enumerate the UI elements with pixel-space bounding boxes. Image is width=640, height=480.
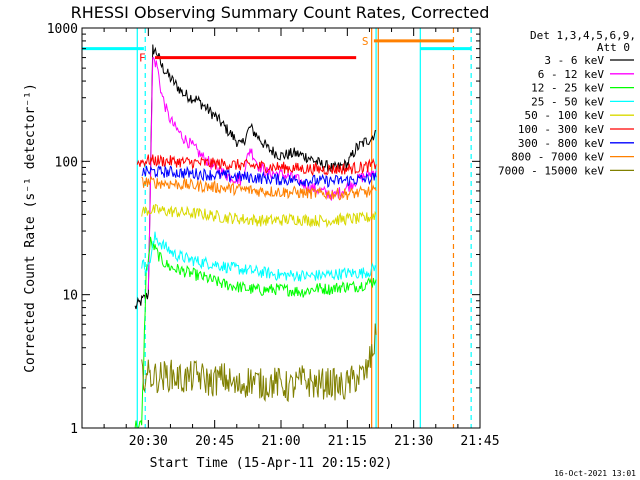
x-tick-label: 21:45 [460,434,499,449]
series-line-8 [141,176,377,201]
series-line-4 [141,231,377,283]
saa-marker-label: S [362,35,369,48]
chart-title: RHESSI Observing Summary Count Rates, Co… [71,3,490,22]
x-tick-label: 20:30 [129,434,168,449]
y-tick-label: 10 [62,289,78,304]
series-line-5 [141,203,377,229]
x-tick-label: 21:00 [261,434,300,449]
legend-label: 7000 - 15000 keV [498,164,604,177]
y-tick-label: 100 [55,155,78,170]
legend-header: Det 1,3,4,5,6,9, [530,29,636,42]
y-tick-label: 1 [70,422,78,437]
y-axis-label: Corrected Count Rate (s⁻¹ detector⁻¹) [23,83,38,373]
series-line-3 [134,236,377,429]
flare-marker-label: F [139,52,146,65]
x-axis-label: Start Time (15-Apr-11 20:15:02) [150,456,393,471]
series-line-6 [136,154,377,177]
series-line-7 [141,164,377,189]
x-tick-label: 21:30 [394,434,433,449]
x-tick-label: 21:15 [328,434,367,449]
series-line-9 [141,323,377,403]
legend-label: 3 - 6 keV [544,54,604,67]
series-line-1 [134,44,377,310]
legend-label: 100 - 300 keV [518,123,604,136]
legend-label: 300 - 800 keV [518,137,604,150]
legend-label: 800 - 7000 keV [511,151,604,164]
legend-label: 25 - 50 keV [531,95,604,108]
legend-label: 6 - 12 keV [538,68,605,81]
footer-date: 16-Oct-2021 13:01 [554,469,636,478]
legend-label: 12 - 25 keV [531,82,604,95]
legend-label: 50 - 100 keV [525,109,605,122]
series-line-2 [147,57,377,290]
y-tick-label: 1000 [47,22,78,37]
legend-header: Att 0 [597,41,630,54]
x-tick-label: 20:45 [195,434,234,449]
